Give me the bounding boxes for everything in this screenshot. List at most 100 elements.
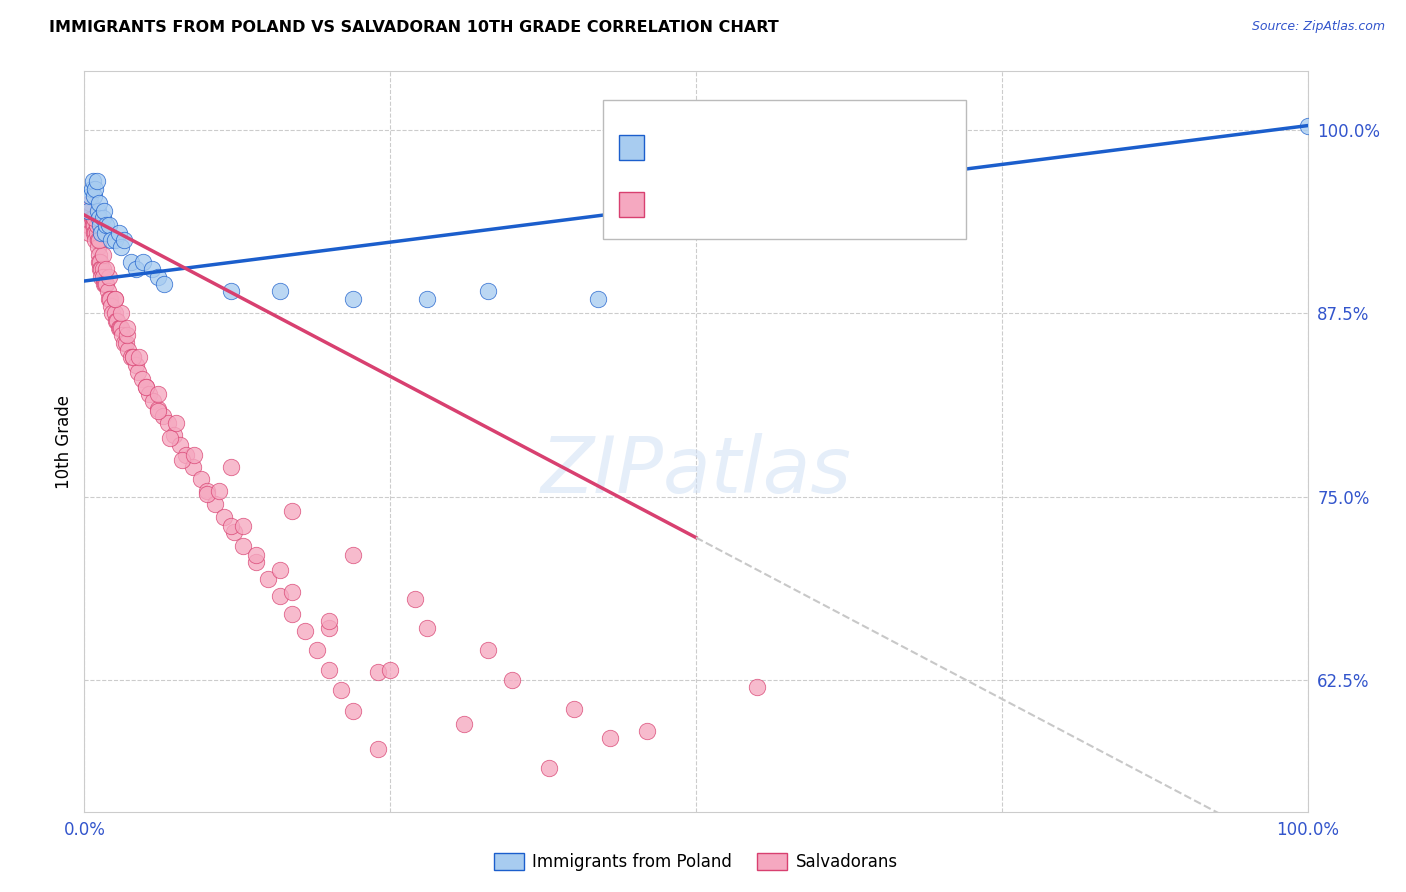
Point [87, 233, 110, 247]
Point [90, 226, 112, 240]
Point [269, 285, 291, 299]
Point [83, 219, 105, 233]
Point [146, 401, 169, 416]
Point [636, 724, 658, 739]
Point [84, 226, 107, 240]
Point [77, 226, 100, 240]
Point [120, 350, 142, 364]
Point [87, 255, 110, 269]
Point [131, 372, 153, 386]
Point [174, 449, 197, 463]
Point [257, 572, 280, 586]
Point [87, 211, 110, 225]
Text: 0.375: 0.375 [679, 138, 733, 156]
Legend: Immigrants from Poland, Salvadorans: Immigrants from Poland, Salvadorans [488, 846, 904, 878]
Point [183, 449, 205, 463]
Point [83, 211, 105, 225]
Point [87, 240, 110, 254]
Point [219, 460, 242, 475]
Point [96, 277, 118, 291]
Point [108, 321, 131, 335]
Point [146, 387, 169, 401]
Text: IMMIGRANTS FROM POLAND VS SALVADORAN 10TH GRADE CORRELATION CHART: IMMIGRANTS FROM POLAND VS SALVADORAN 10T… [49, 20, 779, 35]
Point [169, 438, 191, 452]
Point [219, 519, 242, 533]
Point [82, 174, 104, 188]
Text: R =: R = [652, 138, 689, 156]
Point [281, 504, 304, 518]
Point [380, 663, 402, 677]
Point [97, 285, 120, 299]
Point [97, 292, 120, 306]
Point [110, 321, 132, 335]
Point [91, 211, 114, 225]
Point [87, 196, 110, 211]
Point [342, 548, 364, 562]
Point [538, 761, 561, 775]
Point [112, 233, 135, 247]
Point [747, 680, 769, 694]
Point [318, 663, 340, 677]
Point [190, 472, 212, 486]
Point [105, 313, 128, 327]
Point [112, 335, 135, 350]
Text: 127: 127 [763, 196, 799, 214]
Point [87, 247, 110, 261]
Point [98, 292, 121, 306]
Text: 35: 35 [763, 138, 787, 156]
Point [416, 292, 439, 306]
Point [94, 226, 117, 240]
Point [79, 196, 101, 211]
Point [89, 255, 111, 269]
Point [127, 365, 149, 379]
Point [87, 233, 110, 247]
Point [281, 607, 304, 621]
Point [104, 292, 127, 306]
Point [165, 416, 187, 430]
Point [86, 219, 108, 233]
Point [120, 255, 142, 269]
Point [416, 622, 439, 636]
Point [138, 387, 160, 401]
Point [159, 431, 181, 445]
Point [82, 219, 104, 233]
Point [117, 343, 139, 357]
Point [153, 277, 176, 291]
Point [90, 262, 112, 277]
Point [86, 219, 108, 233]
Point [125, 262, 148, 277]
Point [100, 299, 122, 313]
Point [156, 416, 179, 430]
Point [89, 262, 111, 277]
Point [122, 350, 145, 364]
Text: N =: N = [737, 138, 773, 156]
Text: ZIPatlas: ZIPatlas [540, 434, 852, 509]
Point [294, 624, 316, 639]
Point [101, 306, 124, 320]
Point [77, 203, 100, 218]
Point [79, 189, 101, 203]
Point [93, 203, 115, 218]
Point [562, 702, 585, 716]
Point [195, 483, 218, 498]
Point [97, 219, 120, 233]
Point [115, 335, 138, 350]
Point [115, 321, 138, 335]
Point [86, 226, 108, 240]
Point [93, 277, 115, 291]
Y-axis label: 10th Grade: 10th Grade [55, 394, 73, 489]
Point [80, 211, 103, 225]
Text: N =: N = [737, 196, 773, 214]
Point [232, 540, 254, 554]
Text: Source: ZipAtlas.com: Source: ZipAtlas.com [1251, 20, 1385, 33]
Point [219, 285, 242, 299]
Point [122, 350, 145, 364]
Point [110, 306, 132, 320]
Point [100, 233, 122, 247]
Point [172, 453, 194, 467]
Point [146, 404, 169, 418]
Point [586, 292, 609, 306]
Point [84, 233, 107, 247]
Point [141, 262, 163, 277]
Point [89, 219, 111, 233]
